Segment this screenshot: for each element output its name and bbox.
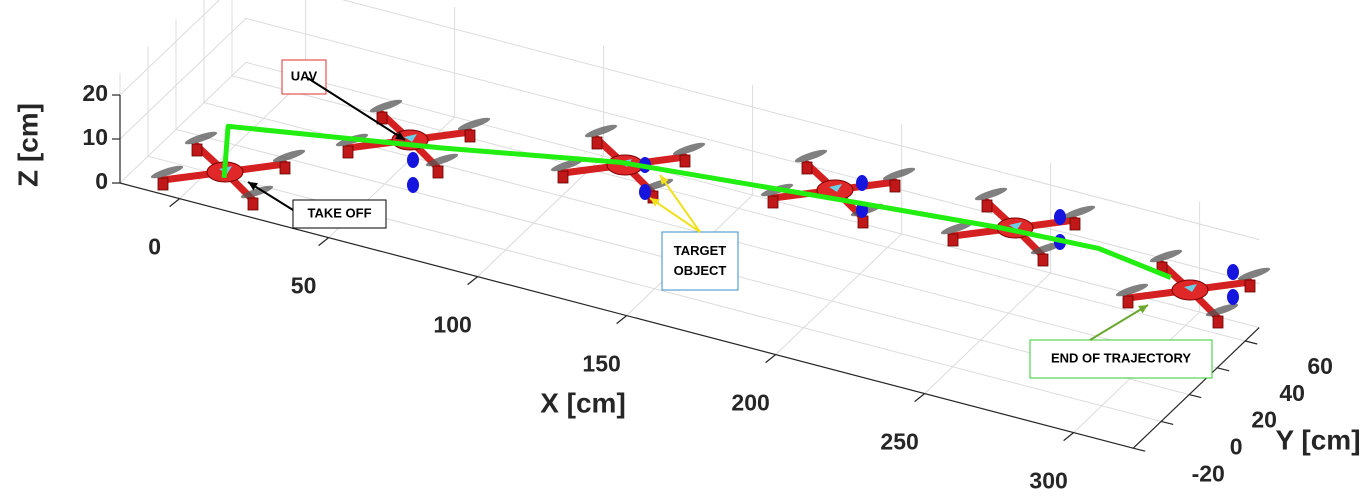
drone-motor xyxy=(248,198,258,210)
y-tick xyxy=(1245,341,1257,344)
drone-motor xyxy=(982,200,992,212)
labels: 050100150200250300-20020406001020UAVTAKE… xyxy=(82,60,1333,494)
drone-motor xyxy=(890,180,900,192)
x-tick-label: 150 xyxy=(582,351,620,377)
y-tick xyxy=(1189,395,1201,398)
x-tick-label: 300 xyxy=(1029,468,1067,494)
drone-motor xyxy=(433,166,443,178)
y-tick xyxy=(1133,448,1145,451)
x-tick xyxy=(766,355,776,363)
x-tick xyxy=(468,277,478,285)
x-tick xyxy=(1064,433,1074,441)
drone-motor xyxy=(158,178,168,190)
y-tick-label: 0 xyxy=(1230,433,1243,459)
annotation-box xyxy=(662,232,738,290)
drone-motor xyxy=(680,155,690,167)
target-marker xyxy=(1227,264,1239,280)
grid-line xyxy=(120,18,246,139)
annotation-text: TAKE OFF xyxy=(307,205,371,220)
y-tick xyxy=(1161,421,1173,424)
drone-motor xyxy=(1038,254,1048,266)
drone-motor xyxy=(1123,296,1133,308)
drone-motor xyxy=(558,171,568,183)
drone-motor xyxy=(1213,316,1223,328)
drone-motor xyxy=(280,162,290,174)
z-tick-label: 20 xyxy=(82,80,108,106)
x-tick-label: 200 xyxy=(731,390,769,416)
target-marker xyxy=(639,184,651,200)
drone-motor xyxy=(592,137,602,149)
annotation-text: END OF TRAJECTORY xyxy=(1051,350,1191,365)
x-tick xyxy=(617,316,627,324)
x-tick xyxy=(915,394,925,402)
drone-motor xyxy=(768,196,778,208)
target-marker xyxy=(407,177,419,193)
y-tick-label: 20 xyxy=(1251,407,1277,433)
y-tick xyxy=(1217,368,1229,371)
drone-motor xyxy=(343,146,353,158)
grid-line xyxy=(246,18,1259,283)
annotation-arrow xyxy=(306,77,405,140)
y-tick-label: -20 xyxy=(1192,460,1225,486)
x-tick-label: 100 xyxy=(433,312,471,338)
x-tick-label: 0 xyxy=(148,234,161,260)
x-tick xyxy=(319,238,329,246)
target-marker xyxy=(1054,209,1066,225)
drone-motor xyxy=(948,234,958,246)
x-tick xyxy=(170,199,180,207)
x-axis-label: X [cm] xyxy=(540,387,626,418)
annotation-arrow xyxy=(1090,305,1148,340)
drone xyxy=(940,185,1096,266)
drone-motor xyxy=(1070,218,1080,230)
z-tick-label: 10 xyxy=(82,124,108,150)
chart: 050100150200250300-20020406001020UAVTAKE… xyxy=(0,0,1372,501)
target-marker xyxy=(1227,289,1239,305)
drone-motor xyxy=(465,130,475,142)
drone-motor xyxy=(1245,280,1255,292)
z-tick-label: 0 xyxy=(95,168,108,194)
target-marker xyxy=(407,152,419,168)
y-axis-label: Y [cm] xyxy=(1275,424,1360,455)
target-marker xyxy=(856,175,868,191)
drone-motor xyxy=(192,144,202,156)
annotation-arrow xyxy=(650,198,700,232)
x-tick-label: 50 xyxy=(291,273,317,299)
x-tick-label: 250 xyxy=(880,429,918,455)
drone-motor xyxy=(802,162,812,174)
annotation-text: UAV xyxy=(291,68,318,83)
z-axis-label: Z [cm] xyxy=(12,103,43,187)
drone xyxy=(1115,247,1271,328)
y-tick-label: 60 xyxy=(1307,353,1333,379)
y-tick-label: 40 xyxy=(1279,380,1305,406)
